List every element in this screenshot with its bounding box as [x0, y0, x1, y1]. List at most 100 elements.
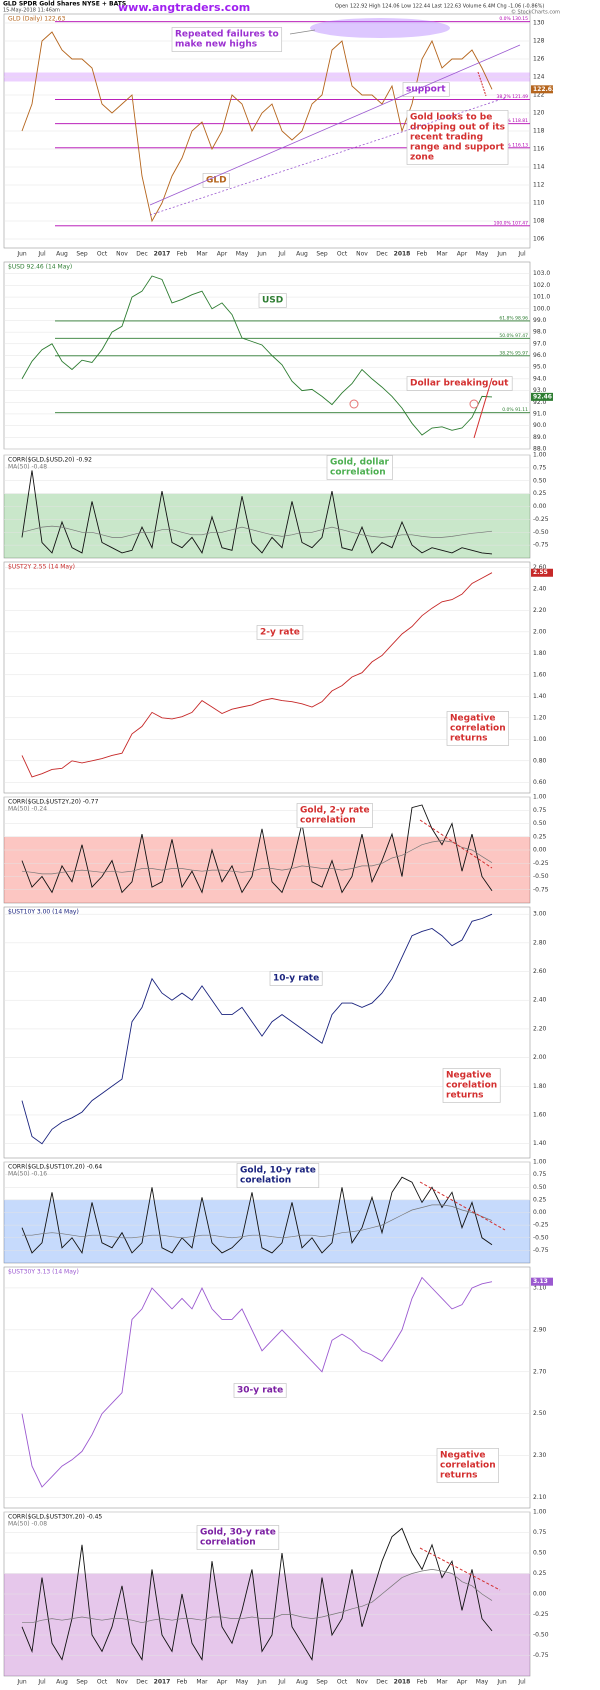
y-tick-label: 2.40: [533, 585, 547, 592]
y-tick-label: 0.00: [533, 1591, 547, 1598]
level-label: 38.2% 121.49: [497, 94, 529, 100]
y-tick-label: 2.80: [533, 939, 547, 946]
x-tick-label: 2017: [154, 1679, 171, 1686]
annotation-box: [196, 1525, 280, 1550]
y-tick-label: 1.00: [533, 736, 547, 743]
y-tick-label: 1.20: [533, 714, 547, 721]
callout-line: [289, 29, 316, 35]
x-tick-label: Aug: [56, 251, 68, 258]
annotation-text: returns: [450, 734, 487, 744]
arrow: [419, 819, 493, 869]
y-tick-label: 108: [533, 218, 545, 225]
annotation-box: [446, 711, 509, 746]
x-tick-label: Feb: [417, 251, 428, 258]
x-tick-label: Apr: [217, 251, 228, 258]
y-tick-label: 2.70: [533, 1368, 547, 1375]
y-tick-label: -0.25: [533, 1222, 549, 1229]
y-tick-label: 116: [533, 146, 545, 153]
level-label: 0.0% 130.15: [499, 16, 528, 22]
y-tick-label: 120: [533, 110, 545, 117]
annotation-box: [171, 27, 283, 52]
series-line: [21, 275, 493, 436]
series-line: [21, 1176, 493, 1255]
y-tick-label: -0.25: [533, 516, 549, 523]
arrow: [473, 377, 493, 439]
x-tick-label: Sep: [316, 251, 328, 258]
annotation: GLD: [202, 173, 230, 188]
annotation-box: [436, 1448, 499, 1483]
x-tick-label: Jun: [256, 251, 267, 258]
annotation-text: USD: [262, 296, 283, 306]
series-line: [22, 1204, 493, 1239]
y-tick-label: 2.30: [533, 1452, 547, 1459]
annotation-box: [202, 173, 230, 188]
y-tick-label: 0.50: [533, 1550, 547, 1557]
y-tick-label: 92.0: [533, 399, 547, 406]
y-tick-label: 2.20: [533, 1025, 547, 1032]
last-value-label: 3.13: [533, 1278, 548, 1285]
legend-entry: $USD 92.46 (14 May): [8, 264, 72, 271]
x-tick-label: Feb: [177, 251, 188, 258]
arrow: [477, 71, 487, 97]
annotation-box: [406, 376, 513, 391]
highlight-ellipse: [310, 18, 450, 38]
band: [4, 1573, 530, 1676]
marker-circle: [349, 399, 359, 409]
x-tick-label: May: [236, 1679, 249, 1686]
y-tick-label: 1.00: [533, 794, 547, 801]
annotation-text: Repeated failures to: [175, 30, 279, 40]
panel: [3, 906, 531, 1159]
y-tick-label: 2.40: [533, 997, 547, 1004]
series-line: [21, 913, 493, 1145]
overlay: [149, 18, 521, 1591]
annotation-text: Gold looks to be: [410, 113, 492, 123]
annotation-box: [402, 82, 450, 97]
y-tick-label: 130: [533, 20, 545, 27]
chart-title: GLD SPDR Gold Shares NYSE + BATS: [3, 1, 126, 8]
annotation-text: Negative: [446, 1071, 492, 1081]
marker-circle: [469, 399, 479, 409]
y-tick-label: 0.60: [533, 779, 547, 786]
y-tick-label: 2.60: [533, 564, 547, 571]
annotation: 10-y rate: [269, 971, 323, 986]
annotation-text: GLD: [206, 176, 227, 186]
last-value-box: [531, 85, 553, 94]
y-tick-label: 114: [533, 164, 545, 171]
level-label: 61.8% 98.96: [499, 315, 528, 321]
y-tick-label: 2.20: [533, 607, 547, 614]
annotation-box: [256, 625, 304, 640]
annotation-text: support: [406, 85, 446, 95]
y-tick-label: 0.25: [533, 1570, 547, 1577]
watermark: www.angtraders.com: [118, 1, 250, 14]
annotation: support: [402, 82, 450, 97]
y-tick-label: 112: [533, 182, 545, 189]
series-line: [21, 1276, 493, 1488]
y-tick-label: 1.40: [533, 693, 547, 700]
y-tick-label: 3.10: [533, 1284, 547, 1291]
y-tick-label: -0.25: [533, 1611, 549, 1618]
x-tick-label: Dec: [136, 1679, 148, 1686]
annotation-text: 30-y rate: [237, 1386, 283, 1396]
annotation-text: Negative: [440, 1451, 486, 1461]
source: © StockCharts.com: [511, 9, 560, 16]
x-tick-label: Mar: [196, 251, 208, 258]
y-tick-label: 124: [533, 74, 545, 81]
y-tick-label: 122: [533, 92, 545, 99]
y-tick-label: 89.0: [533, 434, 547, 441]
level-label: 61.8% 116.13: [497, 142, 529, 148]
y-tick-label: 2.50: [533, 1410, 547, 1417]
x-tick-label: Jul: [277, 1679, 286, 1686]
annotation-text: dropping out of its: [410, 123, 505, 133]
annotation-text: returns: [440, 1471, 477, 1481]
y-tick-label: 95.0: [533, 364, 547, 371]
y-tick-label: 97.0: [533, 340, 547, 347]
annotation-text: correlation: [450, 724, 506, 734]
annotation-text: Gold, dollar: [330, 458, 390, 468]
annotation-text: correlation: [440, 1461, 496, 1471]
legend-entry: CORR($GLD,$USD,20) -0.92: [8, 457, 92, 464]
